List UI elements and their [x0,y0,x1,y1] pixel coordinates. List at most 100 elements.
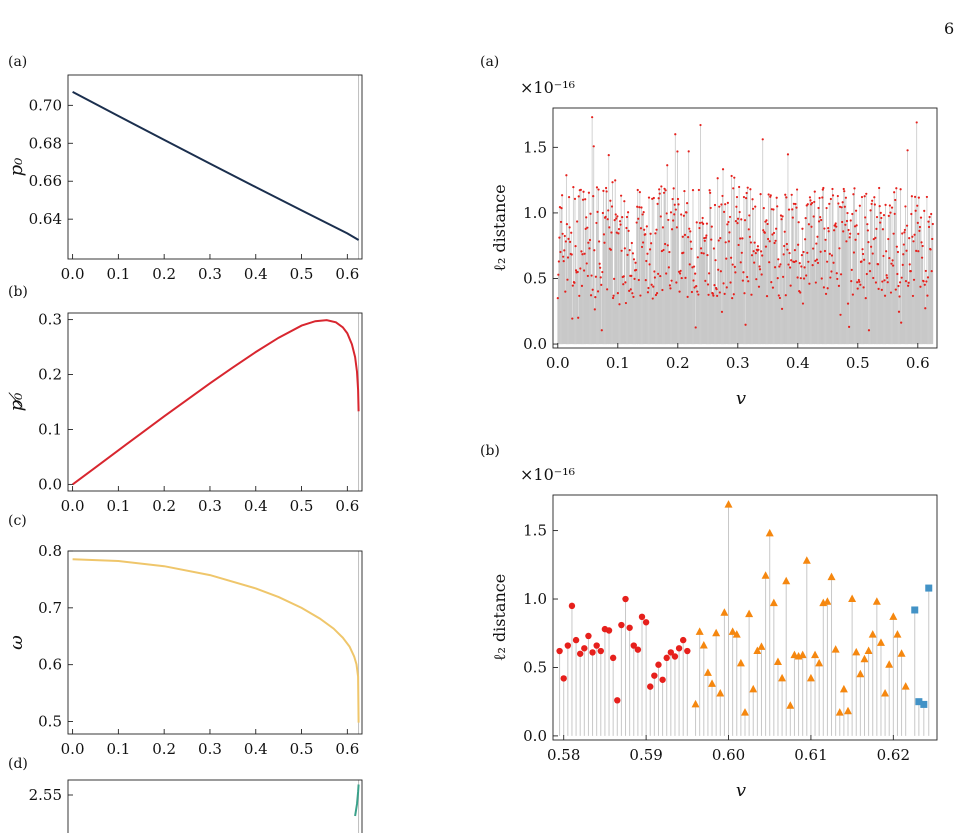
data-point [762,229,765,232]
data-point [725,286,728,289]
data-point [663,654,670,662]
data-point [586,226,589,229]
data-point [637,217,640,220]
x-tick-label: 0.4 [244,740,268,758]
data-point [810,201,814,205]
data-point [920,241,923,244]
data-point [618,220,622,223]
data-point [856,281,859,284]
data-point [765,219,768,222]
data-point [810,225,813,228]
data-point [607,154,610,157]
data-point [850,268,853,271]
x-tick-label: 0.60 [712,746,745,764]
data-point [665,212,668,215]
data-point [727,220,730,224]
data-point [819,250,822,253]
data-point [924,307,927,310]
data-point [848,325,851,328]
data-point [922,280,925,283]
data-point [773,266,777,269]
data-point [829,276,832,279]
data-point [851,293,854,296]
data-point [593,249,596,252]
data-point [724,203,727,206]
data-point [923,283,926,286]
data-point [885,660,894,668]
data-point [719,237,722,240]
data-point [795,188,799,191]
data-point [841,201,844,204]
data-point [826,287,829,290]
data-point [567,237,570,240]
data-point [595,221,598,225]
data-point [731,297,734,300]
data-point [668,284,672,287]
plot-frame [67,779,363,833]
data-point [881,228,885,231]
data-point [694,326,697,329]
data-point [895,245,898,248]
data-point [655,291,659,295]
data-point [568,602,576,610]
data-point [635,221,638,224]
data-point [908,237,911,240]
data-point [820,277,823,280]
data-point [638,613,646,621]
data-point [654,232,657,235]
data-point [815,242,818,245]
data-point [855,224,858,227]
data-point [616,215,619,218]
data-point [927,220,930,223]
data-point [751,207,755,210]
data-point [776,277,779,280]
data-point [739,237,742,240]
data-point [831,187,834,191]
data-point [566,256,570,259]
data-point [584,227,587,230]
data-point [845,219,849,223]
data-point [671,197,674,201]
data-point [827,572,836,581]
data-point [822,286,825,289]
data-point [614,697,621,704]
data-point [618,303,621,306]
data-point [882,254,885,258]
data-point [849,219,852,222]
data-point [623,247,626,250]
data-point [772,231,776,235]
data-point [612,294,615,297]
data-point [583,252,586,255]
data-point [646,252,649,255]
data-point [693,286,696,289]
data-point [925,584,933,592]
data-point [682,214,685,217]
data-point [829,197,832,201]
data-point [648,248,652,251]
data-point [860,260,863,263]
data-point [860,654,869,663]
data-point [854,238,857,241]
x-axis-label: v [736,780,746,801]
data-point [720,203,723,206]
data-point [560,194,564,197]
plot-frame [67,312,363,492]
data-point [903,228,907,232]
data-point [790,193,793,196]
data-point [606,288,609,291]
data-point [916,204,919,207]
data-point [747,280,750,283]
data-point [714,259,717,262]
data-point [805,274,808,277]
data-point [617,232,620,235]
data-point [807,260,810,263]
data-point [708,189,711,192]
data-point [753,261,756,264]
data-point [832,229,836,232]
data-point [670,279,673,282]
data-point [782,275,785,278]
y-axis-label: ℓ₂ distance [490,184,509,271]
data-point [892,232,895,235]
data-point [823,597,832,605]
data-point [581,198,585,201]
